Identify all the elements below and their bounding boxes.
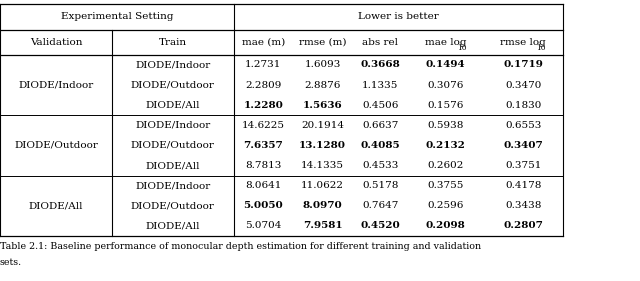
Text: 5.0050: 5.0050	[243, 201, 284, 210]
Text: 0.4178: 0.4178	[505, 181, 541, 190]
Text: 0.5178: 0.5178	[362, 181, 398, 190]
Text: Validation: Validation	[29, 38, 83, 47]
Text: DIODE/All: DIODE/All	[145, 101, 200, 110]
Text: DIODE/Indoor: DIODE/Indoor	[135, 60, 211, 69]
Text: 8.0970: 8.0970	[303, 201, 342, 210]
Text: 5.0704: 5.0704	[245, 221, 282, 230]
Text: 10: 10	[458, 44, 467, 52]
Text: 0.5938: 0.5938	[428, 121, 464, 130]
Text: 0.2807: 0.2807	[503, 221, 543, 230]
Text: 0.3755: 0.3755	[428, 181, 464, 190]
Text: DIODE/Indoor: DIODE/Indoor	[19, 80, 93, 90]
Text: DIODE/All: DIODE/All	[29, 201, 83, 210]
Text: 0.2132: 0.2132	[426, 141, 466, 150]
Text: Experimental Setting: Experimental Setting	[61, 12, 173, 21]
Text: DIODE/Outdoor: DIODE/Outdoor	[131, 141, 215, 150]
Text: 0.2098: 0.2098	[426, 221, 466, 230]
Text: 0.3751: 0.3751	[505, 161, 541, 170]
Text: 0.6553: 0.6553	[505, 121, 541, 130]
Text: 0.1719: 0.1719	[503, 60, 543, 69]
Text: 0.7647: 0.7647	[362, 201, 398, 210]
Text: mae (m): mae (m)	[242, 38, 285, 47]
Text: 14.6225: 14.6225	[242, 121, 285, 130]
Text: 1.2731: 1.2731	[245, 60, 282, 69]
Text: 0.2602: 0.2602	[428, 161, 464, 170]
Text: 0.4520: 0.4520	[360, 221, 400, 230]
Text: 0.2596: 0.2596	[428, 201, 464, 210]
Text: abs rel: abs rel	[362, 38, 398, 47]
Text: 8.0641: 8.0641	[245, 181, 282, 190]
Text: rmse (m): rmse (m)	[299, 38, 346, 47]
Text: DIODE/Outdoor: DIODE/Outdoor	[131, 201, 215, 210]
Text: 0.3076: 0.3076	[428, 80, 464, 90]
Text: DIODE/Indoor: DIODE/Indoor	[135, 121, 211, 130]
Text: 1.1335: 1.1335	[362, 80, 398, 90]
Text: 1.5636: 1.5636	[303, 101, 342, 110]
Text: 1.2280: 1.2280	[243, 101, 284, 110]
Text: 0.1830: 0.1830	[505, 101, 541, 110]
Text: Table 2.1: Baseline performance of monocular depth estimation for different trai: Table 2.1: Baseline performance of monoc…	[0, 242, 481, 251]
Text: 0.6637: 0.6637	[362, 121, 398, 130]
Text: sets.: sets.	[0, 258, 22, 267]
Text: DIODE/Outdoor: DIODE/Outdoor	[14, 141, 98, 150]
Text: 2.2809: 2.2809	[245, 80, 282, 90]
Text: 14.1335: 14.1335	[301, 161, 344, 170]
Text: Train: Train	[159, 38, 187, 47]
Text: 0.4085: 0.4085	[360, 141, 400, 150]
Text: 7.6357: 7.6357	[243, 141, 284, 150]
Text: 20.1914: 20.1914	[301, 121, 344, 130]
Text: mae log: mae log	[425, 38, 467, 47]
Text: 0.4533: 0.4533	[362, 161, 398, 170]
Text: 11.0622: 11.0622	[301, 181, 344, 190]
Text: 2.8876: 2.8876	[305, 80, 340, 90]
Text: 0.3407: 0.3407	[503, 141, 543, 150]
Text: 10: 10	[536, 44, 545, 52]
Text: Lower is better: Lower is better	[358, 12, 439, 21]
Text: 1.6093: 1.6093	[305, 60, 340, 69]
Text: DIODE/All: DIODE/All	[145, 161, 200, 170]
Text: 0.4506: 0.4506	[362, 101, 398, 110]
Text: DIODE/Outdoor: DIODE/Outdoor	[131, 80, 215, 90]
Text: 0.1576: 0.1576	[428, 101, 464, 110]
Text: 0.3668: 0.3668	[360, 60, 400, 69]
Text: 7.9581: 7.9581	[303, 221, 342, 230]
Text: 8.7813: 8.7813	[245, 161, 282, 170]
Text: DIODE/All: DIODE/All	[145, 221, 200, 230]
Text: 0.3438: 0.3438	[505, 201, 541, 210]
Text: 0.3470: 0.3470	[505, 80, 541, 90]
Text: DIODE/Indoor: DIODE/Indoor	[135, 181, 211, 190]
Text: rmse log: rmse log	[500, 38, 546, 47]
Text: 0.1494: 0.1494	[426, 60, 465, 69]
Text: 13.1280: 13.1280	[299, 141, 346, 150]
